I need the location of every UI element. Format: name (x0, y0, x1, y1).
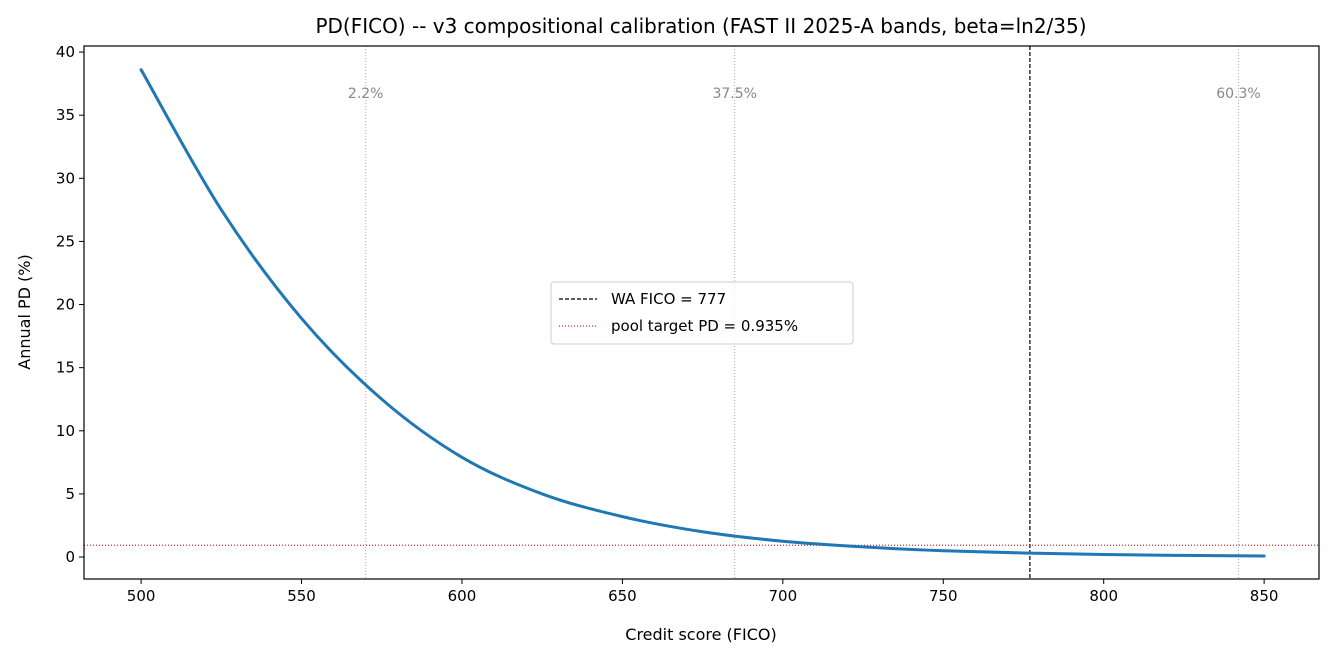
y-tick-label: 20 (56, 296, 75, 314)
band-label: 2.2% (348, 86, 384, 102)
axes-frame (83, 45, 1320, 580)
chart-title: PD(FICO) -- v3 compositional calibration… (315, 14, 1086, 38)
y-tick-label: 0 (65, 548, 75, 566)
band-label: 60.3% (1216, 86, 1260, 102)
x-tick-label: 550 (287, 587, 316, 605)
y-tick-label: 10 (56, 422, 75, 440)
y-tick-label: 15 (56, 359, 75, 377)
legend-pool-target-label: pool target PD = 0.935% (611, 317, 798, 335)
legend: WA FICO = 777 pool target PD = 0.935% (550, 281, 854, 345)
pd-curve (139, 68, 1266, 558)
legend-wa-fico-label: WA FICO = 777 (611, 290, 726, 308)
band-label: 37.5% (712, 86, 756, 102)
x-axis-label: Credit score (FICO) (625, 625, 776, 644)
plot-area: 2.2% 37.5% 60.3% 500 550 600 650 700 750 800 850 0 5… (56, 43, 1320, 605)
x-tick-label: 800 (1089, 587, 1118, 605)
y-tick-label: 5 (65, 485, 75, 503)
x-tick-label: 600 (448, 587, 477, 605)
x-tick-label: 700 (769, 587, 798, 605)
y-tick-label: 35 (56, 106, 75, 124)
y-axis-label: Annual PD (%) (15, 254, 34, 369)
x-tick-label: 750 (929, 587, 958, 605)
y-tick-label: 25 (56, 232, 75, 250)
y-tick-label: 40 (56, 43, 75, 61)
x-tick-label: 650 (608, 587, 637, 605)
x-tick-label: 850 (1250, 587, 1279, 605)
x-tick-label: 500 (127, 587, 156, 605)
y-tick-label: 30 (56, 169, 75, 187)
legend-box (550, 281, 854, 345)
